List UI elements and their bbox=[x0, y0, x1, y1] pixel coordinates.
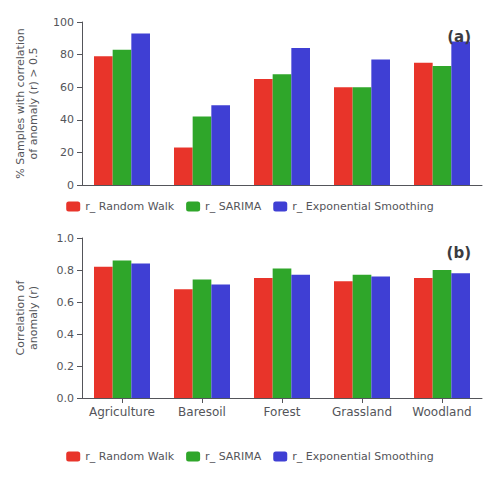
svg-text:(a): (a) bbox=[447, 28, 471, 46]
svg-text:100: 100 bbox=[53, 16, 74, 29]
svg-text:r_ Exponential Smoothing: r_ Exponential Smoothing bbox=[292, 200, 434, 213]
svg-text:Woodland: Woodland bbox=[412, 405, 471, 419]
svg-text:of anomaly (r) > 0.5: of anomaly (r) > 0.5 bbox=[27, 48, 40, 160]
svg-text:r_ SARIMA: r_ SARIMA bbox=[205, 450, 262, 463]
svg-text:r_ Random Walk: r_ Random Walk bbox=[85, 200, 175, 213]
svg-text:% Samples with correlation: % Samples with correlation bbox=[14, 28, 27, 178]
svg-text:20: 20 bbox=[60, 146, 74, 159]
svg-text:Baresoil: Baresoil bbox=[178, 405, 226, 419]
svg-text:(b): (b) bbox=[447, 244, 471, 262]
svg-text:Agriculture: Agriculture bbox=[89, 405, 155, 419]
svg-text:0.2: 0.2 bbox=[57, 360, 75, 373]
svg-text:Correlation of: Correlation of bbox=[14, 280, 27, 356]
svg-text:Forest: Forest bbox=[264, 405, 301, 419]
svg-text:1.0: 1.0 bbox=[57, 232, 75, 245]
svg-text:0.0: 0.0 bbox=[57, 392, 75, 405]
svg-text:80: 80 bbox=[60, 48, 74, 61]
svg-text:r_ Exponential Smoothing: r_ Exponential Smoothing bbox=[292, 450, 434, 463]
svg-text:0.4: 0.4 bbox=[57, 328, 75, 341]
svg-text:r_ SARIMA: r_ SARIMA bbox=[205, 200, 262, 213]
svg-text:Grassland: Grassland bbox=[332, 405, 392, 419]
svg-text:anomaly (r): anomaly (r) bbox=[27, 286, 40, 350]
svg-text:40: 40 bbox=[60, 113, 74, 126]
svg-text:r_ Random Walk: r_ Random Walk bbox=[85, 450, 175, 463]
svg-text:60: 60 bbox=[60, 81, 74, 94]
svg-text:0: 0 bbox=[67, 179, 74, 192]
svg-text:0.6: 0.6 bbox=[57, 296, 75, 309]
svg-text:0.8: 0.8 bbox=[57, 264, 75, 277]
